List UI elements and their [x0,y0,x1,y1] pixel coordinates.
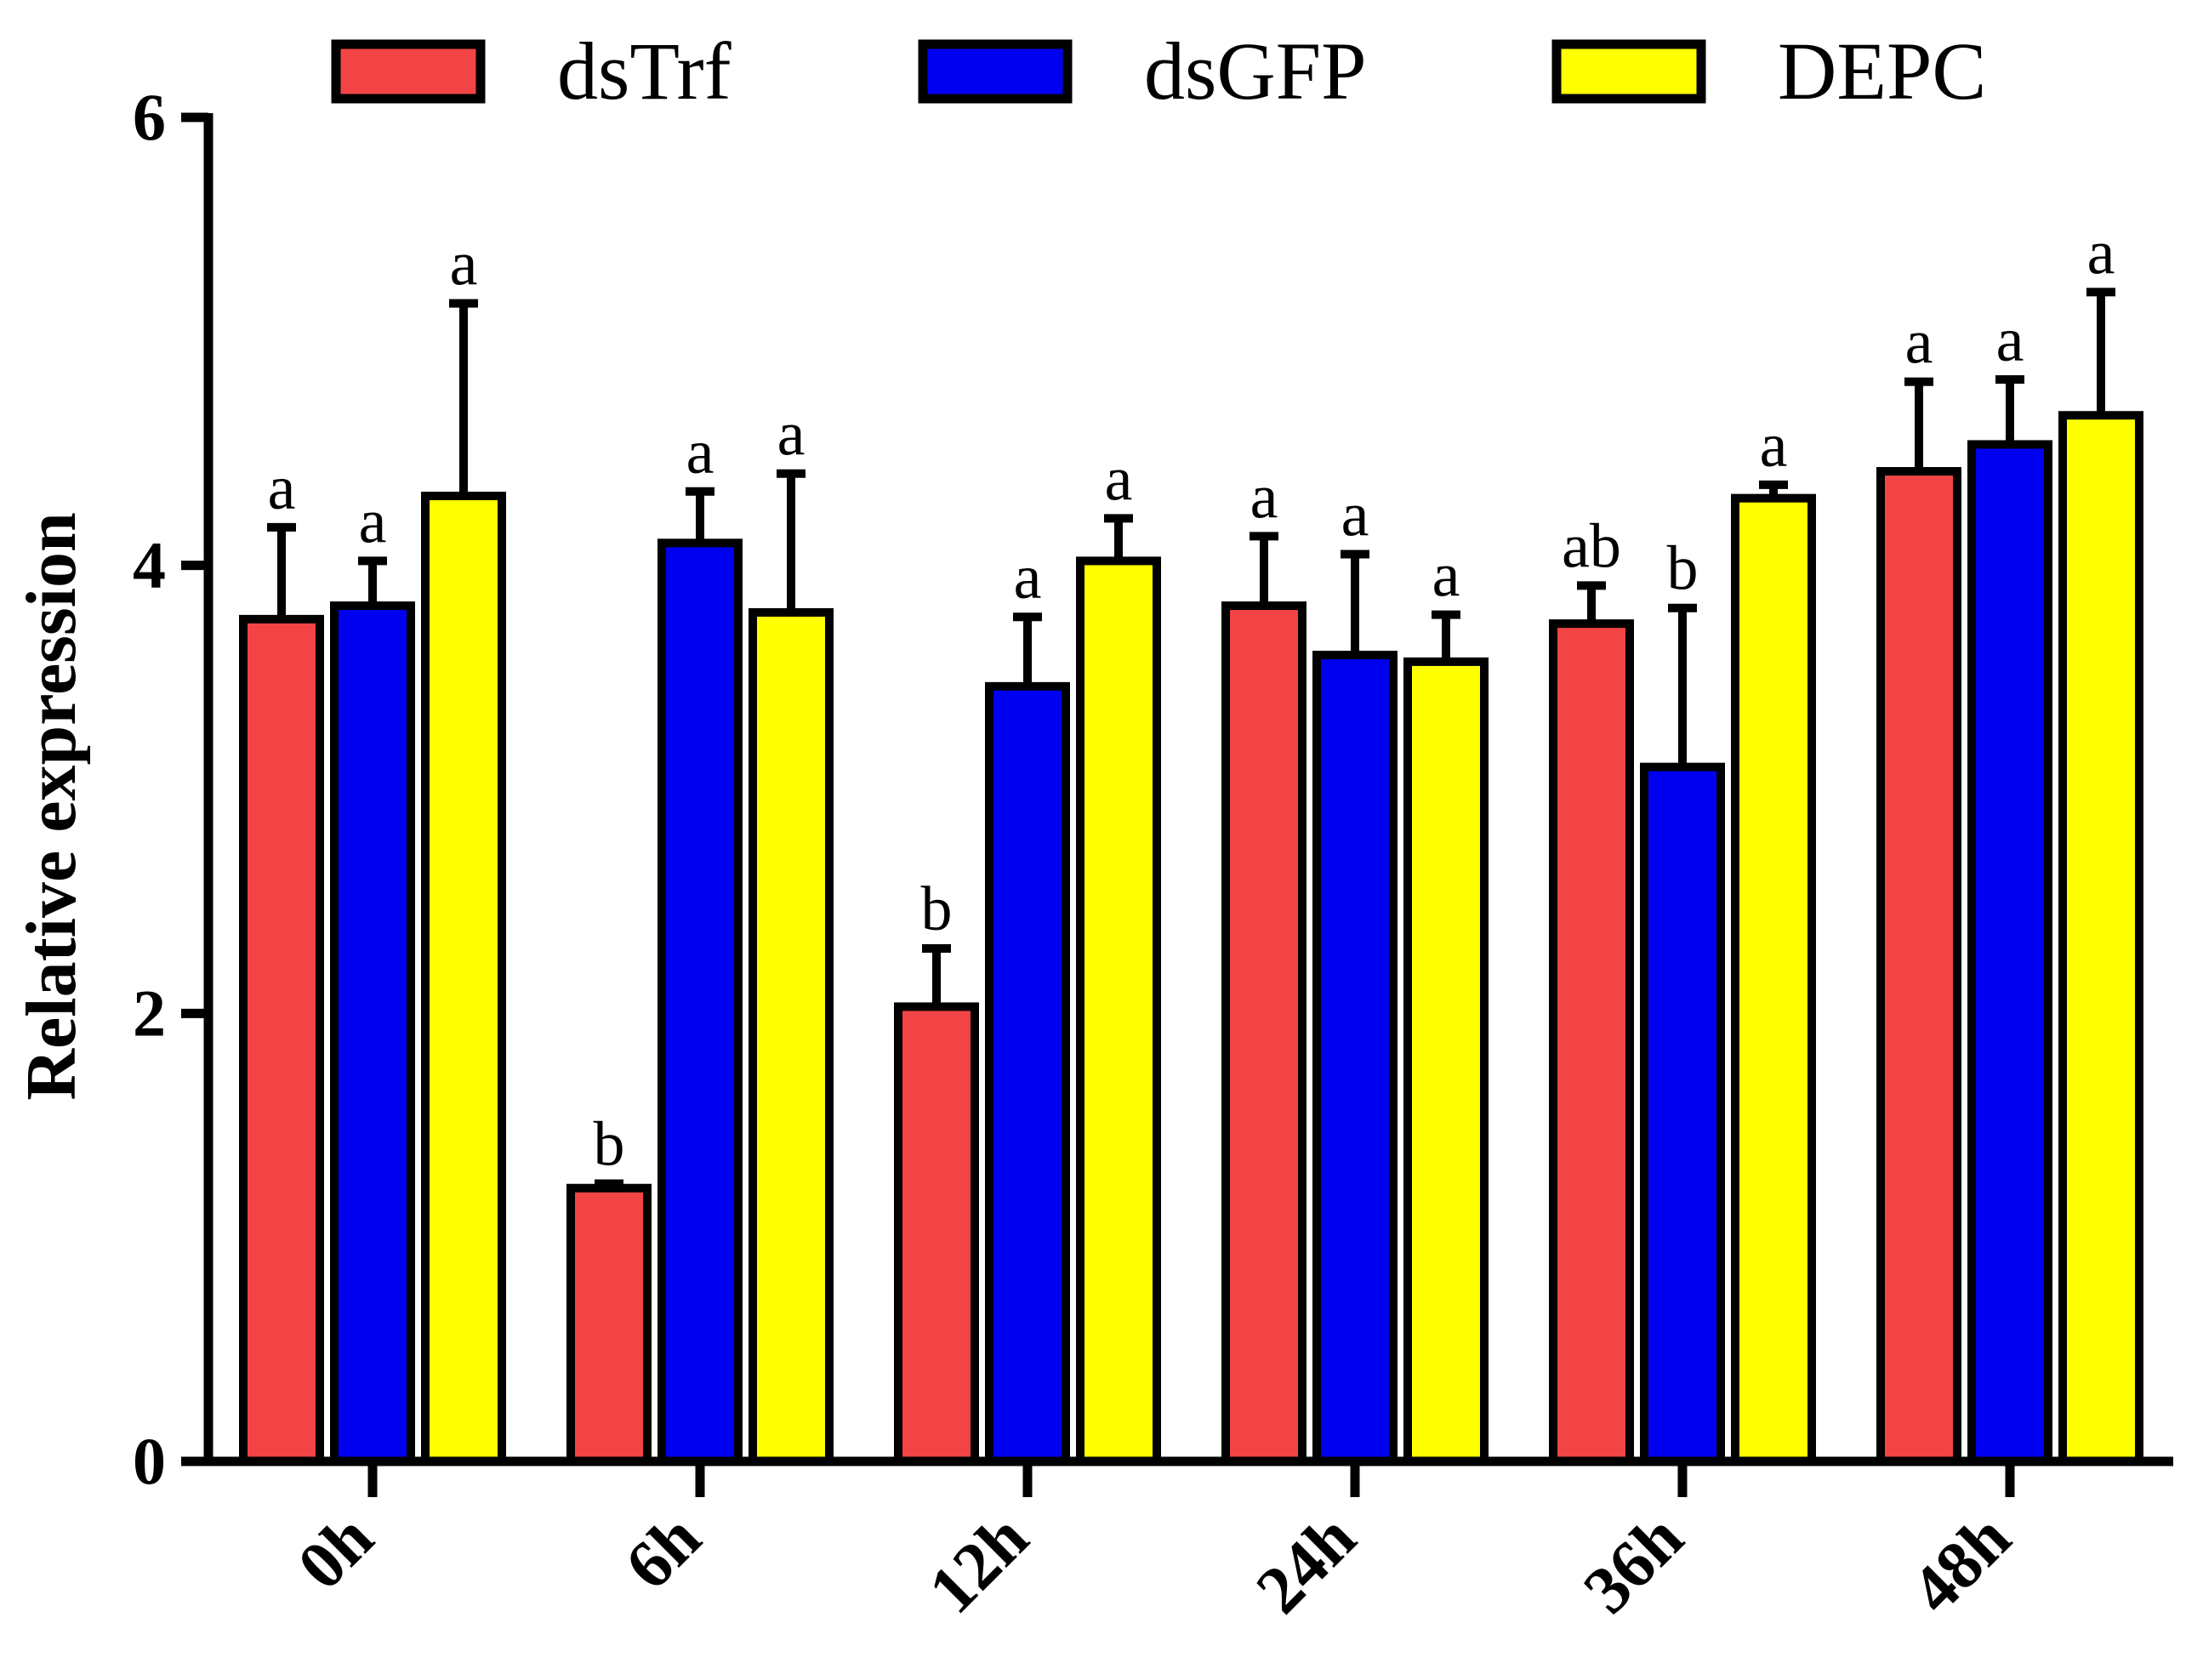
sig-label-depc-12h: a [1105,444,1133,514]
legend-swatch-dsgfp [918,39,1073,104]
sig-label-dstrf-48h: a [1905,308,1933,378]
bar-depc-12h [1076,556,1161,1466]
bar-dstrf-24h [1221,601,1306,1466]
sig-label-dstrf-6h: b [594,1109,625,1179]
legend-swatch-dstrf [331,39,486,104]
bar-dsgfp-12h [985,681,1070,1466]
sig-label-dstrf-0h: a [268,453,296,523]
y-tick-label-2: 2 [133,976,166,1050]
bar-dstrf-0h [239,614,324,1466]
legend-swatch-depc [1551,39,1706,104]
y-tick-label-0: 0 [133,1424,166,1498]
x-tick-label-6h: 6h [612,1501,715,1604]
sig-label-dsgfp-6h: a [686,418,714,487]
axes-layer: 0 2 4 6 0h 6h 12h 24h 36h 48h Relative expression [12,80,2173,1628]
bar-dstrf-6h [566,1183,652,1466]
bar-depc-24h [1403,657,1489,1466]
legend-label-dstrf: dsTrf [557,26,732,117]
x-tick-label-24h: 24h [1242,1501,1369,1628]
sig-label-depc-36h: a [1760,411,1788,481]
x-tick-label-48h: 48h [1897,1501,2024,1628]
sig-label-dsgfp-48h: a [1996,305,2024,375]
bar-depc-36h [1731,493,1816,1466]
error-bars-layer [267,288,2115,1188]
bar-depc-48h [2058,411,2143,1466]
sig-label-dsgfp-24h: a [1341,481,1369,550]
sig-label-dsgfp-12h: a [1014,543,1042,612]
bars-layer [239,411,2143,1466]
bar-dstrf-36h [1549,619,1634,1466]
bar-dsgfp-6h [658,538,743,1466]
sig-label-depc-48h: a [2087,218,2115,288]
bar-depc-0h [421,492,506,1466]
legend-label-depc: DEPC [1778,26,1986,117]
bar-depc-6h [749,607,834,1466]
x-tick-label-12h: 12h [914,1501,1042,1628]
sig-label-depc-6h: a [777,400,806,470]
y-tick-label-6: 6 [133,80,166,154]
bar-dstrf-12h [894,1002,979,1466]
legend-label-dsgfp: dsGFP [1144,26,1366,117]
sig-label-depc-0h: a [450,230,478,299]
sig-label-depc-24h: a [1432,541,1460,611]
y-tick-label-4: 4 [133,528,166,602]
sig-label-dstrf-36h: ab [1562,511,1621,581]
sig-label-dstrf-12h: b [921,874,953,944]
bar-dsgfp-36h [1640,762,1725,1466]
sig-label-dsgfp-36h: b [1667,534,1699,604]
sig-label-dsgfp-0h: a [359,487,387,556]
bar-dsgfp-48h [1967,440,2052,1466]
bar-dsgfp-24h [1312,651,1398,1466]
x-tick-label-0h: 0h [284,1501,388,1604]
y-axis-label: Relative expression [12,512,91,1100]
x-tick-label-36h: 36h [1569,1501,1697,1628]
legend: dsTrf dsGFP DEPC [331,26,1986,117]
bar-dsgfp-0h [330,601,415,1466]
bar-dstrf-48h [1876,467,1961,1466]
sig-label-dstrf-24h: a [1250,462,1278,532]
